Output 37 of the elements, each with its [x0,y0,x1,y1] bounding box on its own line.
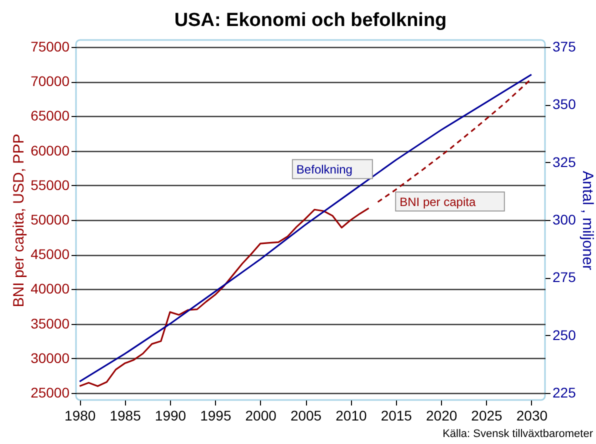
x-tick-label: 1990 [154,408,186,424]
y2-axis-title: Antal , miljoner [578,170,596,270]
y-tick-label: 40000 [30,280,70,297]
x-tick-label: 2020 [426,408,458,424]
y-tick-label: 30000 [30,350,70,366]
y2-tick-label: 350 [552,96,576,112]
x-tick-label: 2000 [245,408,277,424]
x-tick-label: 1985 [110,408,142,424]
y-tick-label: 65000 [30,108,70,124]
y-tick-label: 70000 [30,73,70,90]
line-series [78,74,532,382]
x-tick-label: 1980 [64,408,96,424]
y2-tick-label: 225 [552,384,576,401]
y-tick-label: 25000 [30,384,70,401]
y2-tick-label: 250 [552,326,576,343]
y2-tick-label: 375 [552,38,576,54]
text: Källa: Svensk tillväxtbarometer [442,428,594,440]
x-tick-label: 2015 [380,408,412,424]
y-tick-label: 55000 [30,176,70,193]
x-tick-label: 2030 [516,408,548,424]
series-label: Befolkning [296,162,352,177]
x-tick-label: 2025 [471,408,503,424]
y-tick-label: 75000 [30,38,70,54]
y2-tick-label: 325 [552,154,576,170]
x-tick-label: 2010 [336,408,367,424]
x-tick-label: 2005 [290,408,322,424]
y-tick-label: 35000 [30,315,70,332]
text: BNI per capita [400,195,476,209]
y-tick-label: 50000 [30,212,70,228]
y2-tick-label: 300 [552,212,576,228]
y-tick-label: 45000 [30,246,70,262]
line-series [78,207,370,387]
y-axis-title: BNI per capita, USD, PPP [10,134,28,308]
y-tick-label: 60000 [30,142,70,158]
x-tick-label: 1995 [200,408,232,424]
chart-title: USA: Ekonomi och befolkning [174,10,447,31]
y2-tick-label: 275 [552,269,576,286]
